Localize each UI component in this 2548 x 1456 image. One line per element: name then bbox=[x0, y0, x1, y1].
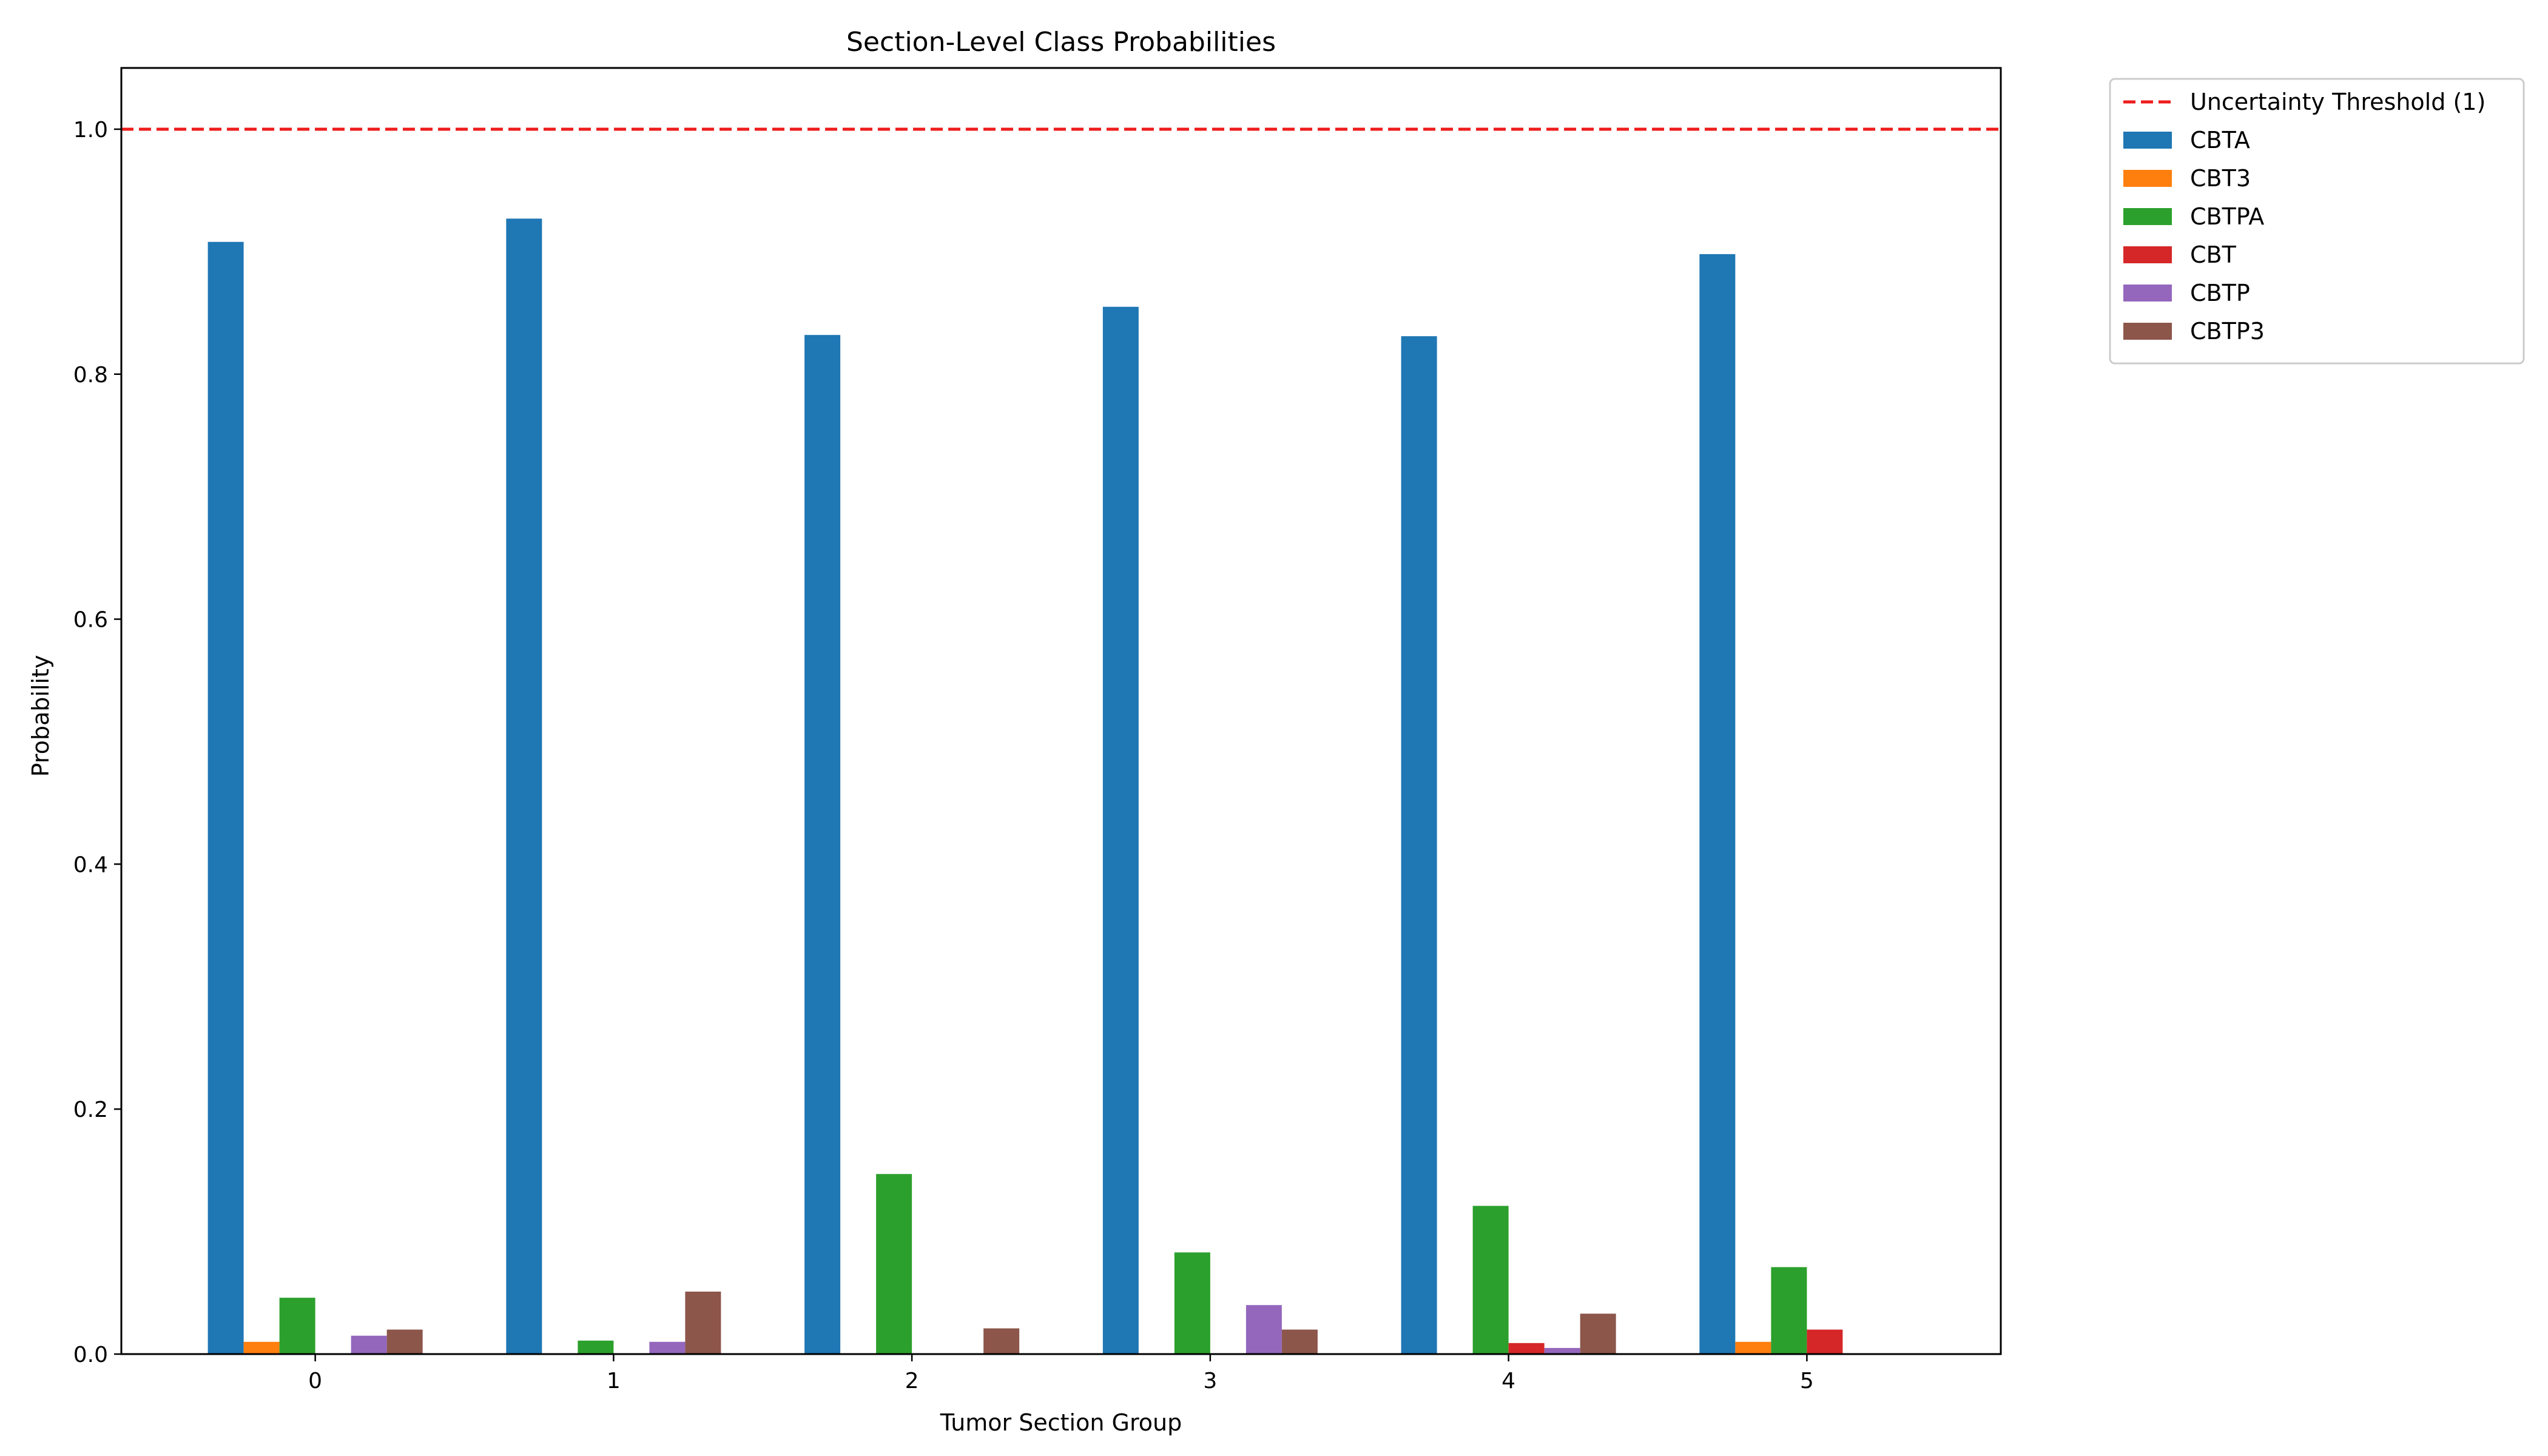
plot-frame bbox=[120, 67, 2002, 1355]
y-axis-label: Probability bbox=[27, 655, 54, 777]
legend-label-cbtp: CBTP bbox=[2190, 280, 2250, 306]
bar-cbta-5 bbox=[1699, 254, 1736, 1354]
bar-cbtp-3 bbox=[1245, 1305, 1282, 1354]
legend-label-cbt: CBT bbox=[2190, 241, 2237, 268]
bar-cbtp3-2 bbox=[983, 1328, 1020, 1354]
legend-swatch-cbtpa bbox=[2123, 208, 2172, 225]
x-tick-label: 0 bbox=[308, 1369, 322, 1394]
bar-cbtp-1 bbox=[649, 1341, 686, 1354]
bar-cbtpa-5 bbox=[1771, 1267, 1807, 1354]
bar-cbtpa-0 bbox=[279, 1298, 315, 1354]
bar-cbtp-0 bbox=[351, 1335, 387, 1354]
legend-label-cbtpa: CBTPA bbox=[2190, 203, 2264, 230]
bar-cbt3-5 bbox=[1735, 1341, 1771, 1354]
bar-cbta-3 bbox=[1102, 306, 1139, 1354]
legend-swatch-cbtp3 bbox=[2123, 323, 2172, 340]
bar-cbtpa-2 bbox=[876, 1174, 912, 1354]
legend-threshold-label: Uncertainty Threshold (1) bbox=[2190, 89, 2486, 115]
bars-group bbox=[207, 218, 1843, 1355]
x-axis-label: Tumor Section Group bbox=[940, 1409, 1182, 1436]
legend-label-cbtp3: CBTP3 bbox=[2190, 318, 2265, 345]
legend-box bbox=[2109, 78, 2525, 365]
legend-swatch-cbt bbox=[2123, 246, 2172, 263]
legend-label-cbt3: CBT3 bbox=[2190, 165, 2251, 192]
bar-cbtp3-4 bbox=[1580, 1313, 1616, 1354]
y-tick-label: 0.8 bbox=[73, 363, 108, 388]
legend: Uncertainty Threshold (1) CBTA CBT3 CBTPA CB… bbox=[2109, 78, 2525, 365]
y-tick-label: 0.0 bbox=[73, 1343, 108, 1367]
bar-cbtp3-1 bbox=[685, 1292, 721, 1354]
x-tick-label: 5 bbox=[1800, 1369, 1814, 1394]
legend-swatch-cbta bbox=[2123, 132, 2172, 149]
bar-cbtp3-3 bbox=[1281, 1329, 1318, 1354]
bar-cbt-5 bbox=[1807, 1329, 1843, 1354]
bar-cbta-1 bbox=[506, 218, 542, 1354]
bar-cbtp-4 bbox=[1544, 1347, 1580, 1354]
bar-cbta-2 bbox=[804, 335, 841, 1355]
y-tick-label: 1.0 bbox=[73, 118, 108, 143]
x-tick-label: 2 bbox=[905, 1369, 919, 1394]
x-tick-label: 4 bbox=[1502, 1369, 1515, 1394]
bar-cbtpa-4 bbox=[1472, 1205, 1509, 1354]
y-tick-label: 0.6 bbox=[73, 608, 108, 633]
y-tick-label: 0.4 bbox=[73, 852, 108, 877]
x-tick-label: 1 bbox=[607, 1369, 621, 1394]
y-tick-label: 0.2 bbox=[73, 1097, 108, 1122]
legend-label-cbta: CBTA bbox=[2190, 127, 2250, 153]
legend-swatch-cbt3 bbox=[2123, 170, 2172, 187]
x-tick-label: 3 bbox=[1203, 1369, 1217, 1394]
legend-swatch-cbtp bbox=[2123, 285, 2172, 302]
bar-cbtpa-3 bbox=[1174, 1252, 1210, 1354]
bar-cbta-0 bbox=[207, 241, 244, 1354]
axes-group: 0.0 0.2 0.4 0.6 0.8 1.0 0 1 2 3 4 5 bbox=[73, 67, 2002, 1394]
chart-title: Section-Level Class Probabilities bbox=[846, 27, 1276, 58]
bar-cbta-4 bbox=[1401, 336, 1437, 1355]
bar-cbt3-0 bbox=[243, 1341, 280, 1354]
bar-cbt-4 bbox=[1508, 1343, 1545, 1354]
bar-cbtp3-0 bbox=[386, 1329, 423, 1354]
bar-cbtpa-1 bbox=[578, 1340, 614, 1354]
